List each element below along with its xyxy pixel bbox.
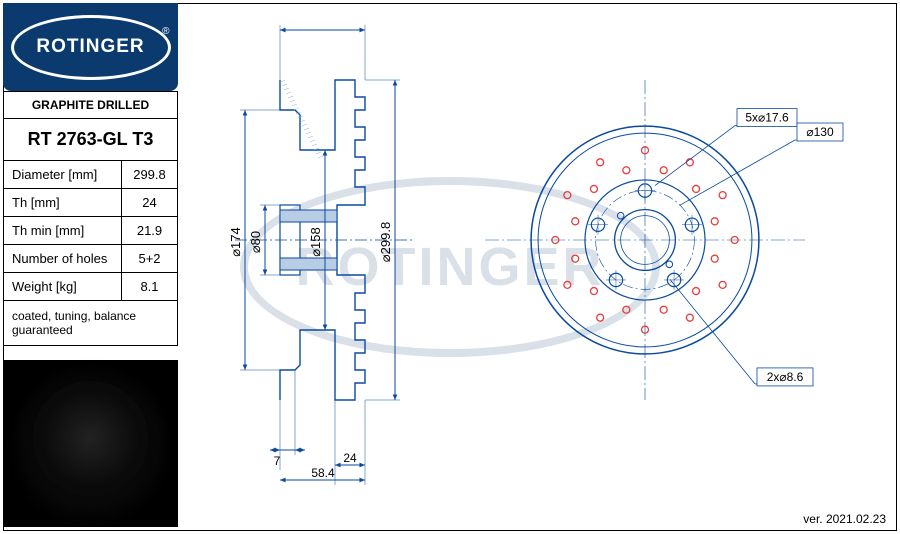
table-row: Number of holes5+2 <box>4 245 178 273</box>
product-photo <box>3 360 178 527</box>
table-row: Th min [mm]21.9 <box>4 217 178 245</box>
part-number: RT 2763-GL T3 <box>4 119 178 161</box>
svg-text:⌀158: ⌀158 <box>308 227 323 257</box>
svg-text:24: 24 <box>343 451 357 465</box>
svg-text:⌀174: ⌀174 <box>228 227 243 257</box>
technical-drawing: ⌀174 ⌀80 ⌀158 ⌀299.8 7 24 58.4 5x⌀17.6 ⌀130 2x⌀8.… <box>185 10 890 504</box>
svg-text:2x⌀8.6: 2x⌀8.6 <box>767 370 804 384</box>
table-row: Th [mm]24 <box>4 189 178 217</box>
svg-text:7: 7 <box>274 454 281 468</box>
svg-text:⌀130: ⌀130 <box>806 125 834 139</box>
brand-logo: ROTINGER ® <box>3 3 178 91</box>
svg-text:⌀80: ⌀80 <box>248 231 263 253</box>
table-row: Diameter [mm]299.8 <box>4 161 178 189</box>
note: coated, tuning, balance guaranteed <box>4 301 178 346</box>
table-row: Weight [kg]8.1 <box>4 273 178 301</box>
svg-text:⌀299.8: ⌀299.8 <box>378 222 393 262</box>
brand-name: ROTINGER <box>36 36 144 58</box>
version-label: ver. 2021.02.23 <box>803 512 886 526</box>
product-type: GRAPHITE DRILLED <box>4 92 178 119</box>
spec-table: GRAPHITE DRILLED RT 2763-GL T3 Diameter … <box>3 91 178 346</box>
svg-text:58.4: 58.4 <box>311 466 335 480</box>
svg-text:5x⌀17.6: 5x⌀17.6 <box>745 111 789 125</box>
